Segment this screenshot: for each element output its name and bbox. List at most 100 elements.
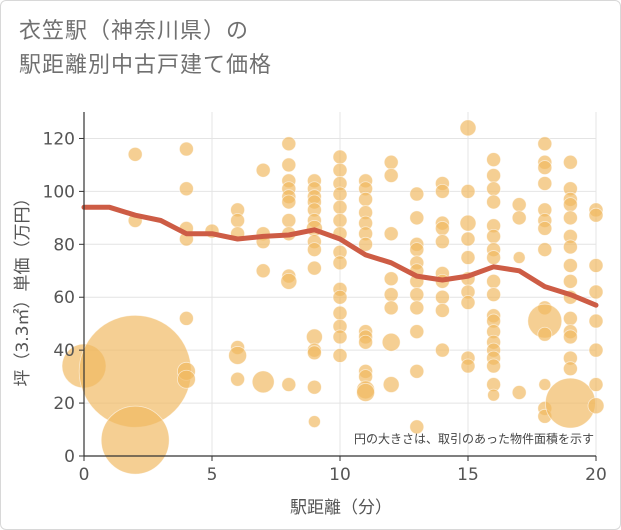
bubble-point (381, 332, 401, 352)
bubble-point (305, 328, 323, 346)
bubble-point (588, 342, 604, 358)
bubble-point (332, 255, 348, 271)
bubble-point (281, 157, 297, 173)
x-axis-label: 駅距離（分） (290, 498, 392, 518)
bubble-point (486, 168, 502, 183)
bubble-point (383, 271, 399, 287)
bubble-point (409, 419, 425, 435)
x-tick-label: 10 (329, 465, 351, 485)
bubble-point (307, 415, 321, 429)
bubble-point (230, 213, 246, 228)
bubble-point (434, 234, 450, 250)
bubble-point (588, 258, 604, 273)
bubble-point (460, 295, 476, 310)
bubble-point (332, 162, 348, 178)
bubble-point (434, 303, 450, 318)
bubble-point (306, 242, 322, 258)
bubble-point (306, 260, 322, 276)
bubble-point (358, 236, 374, 252)
bubble-point (588, 207, 604, 223)
bubble-point (563, 239, 578, 255)
bubble-point (178, 310, 194, 326)
bubble-point (409, 242, 425, 258)
bubble-point (230, 371, 246, 387)
y-tick-label: 100 (43, 182, 75, 202)
bubble-point (251, 370, 275, 394)
bubble-point (588, 284, 604, 300)
bubble-point (255, 162, 271, 178)
bubble-point (281, 136, 297, 152)
bubble-point (537, 326, 553, 342)
bubble-point (255, 263, 271, 279)
bubble-point (587, 397, 605, 415)
bubble-point (281, 213, 297, 228)
bubble-point (409, 210, 425, 226)
bubble-point (306, 345, 322, 361)
bubble-point (563, 361, 578, 377)
bubble-point (486, 250, 502, 265)
bubble-point (358, 334, 374, 350)
bubble-point (178, 181, 194, 197)
bubble-point (563, 210, 578, 226)
bubble-point (280, 272, 298, 290)
bubble-point (178, 141, 194, 157)
bubble-point (332, 149, 348, 165)
bubble-point (332, 329, 348, 345)
bubble-point (486, 273, 502, 289)
bubble-point (332, 348, 348, 363)
bubble-point (409, 300, 425, 316)
bubble-point (409, 324, 425, 340)
bubble-point (545, 377, 596, 429)
bubble-point (588, 377, 604, 392)
y-tick-label: 80 (53, 235, 75, 255)
bubble-point (383, 154, 399, 170)
bubble-point (512, 251, 526, 264)
size-note: 円の大きさは、取引のあった物件面積を示す (354, 431, 594, 446)
bubble-point (434, 221, 450, 236)
x-tick-label: 20 (585, 465, 607, 485)
bubble-point (537, 136, 553, 152)
bubble-point (383, 168, 399, 183)
chart-title: 衣笠駅（神奈川県）の 駅距離別中古戸建て価格 (19, 15, 272, 83)
bubble-point (228, 346, 248, 365)
axes (79, 112, 597, 461)
bubble-point (486, 228, 502, 244)
bubble-point (486, 181, 502, 197)
bubble-point (563, 273, 578, 289)
bubble-point (563, 258, 578, 273)
bubble-point (332, 199, 348, 215)
bubble-point (538, 378, 552, 391)
bubble-point (537, 221, 553, 236)
bubble-point (486, 194, 502, 210)
chart-title-line1: 衣笠駅（神奈川県）の (19, 19, 250, 44)
chart-title-line2: 駅距離別中古戸建て価格 (19, 53, 273, 78)
bubble-point (358, 191, 374, 207)
bubble-point (563, 154, 578, 170)
bubble-point (511, 210, 527, 226)
bubble-point (511, 385, 527, 400)
bubble-point (459, 119, 477, 137)
bubble-point (332, 289, 348, 305)
y-tick-label: 120 (43, 129, 75, 149)
bubble-point (409, 363, 425, 379)
bubble-point (486, 152, 502, 168)
bubble-point (434, 342, 450, 358)
bubble-point (486, 287, 502, 302)
bubble-point (281, 377, 297, 392)
trend-line (81, 204, 599, 308)
bubble-point (127, 146, 143, 162)
bubble-point (563, 310, 578, 326)
bubble-point (281, 194, 297, 210)
bubble-point (511, 197, 527, 213)
bubble-point (537, 242, 553, 258)
bubble-point (409, 287, 425, 302)
bubble-point (306, 379, 322, 395)
bubble-point (459, 214, 477, 232)
bubble-point (563, 197, 578, 213)
x-tick-label: 5 (207, 465, 218, 485)
bubble-point (460, 183, 476, 199)
bubble-point (460, 231, 476, 247)
bubble-point (356, 383, 376, 402)
bubble-point (460, 250, 476, 265)
